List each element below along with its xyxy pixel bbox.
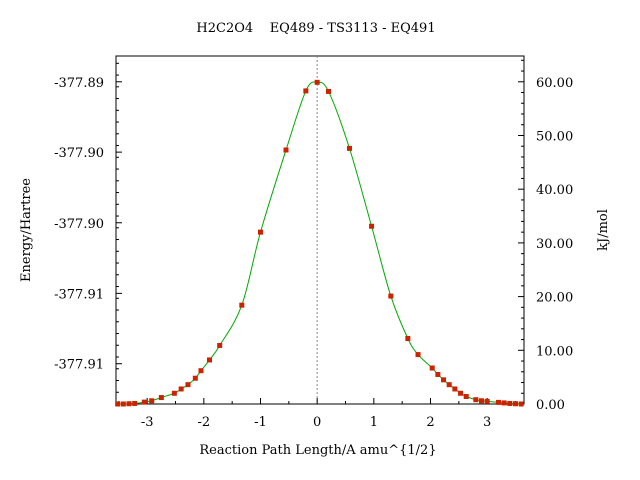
x-axis-ticks: -3 -2 -1 0 1 2 3 xyxy=(118,398,516,430)
data-point xyxy=(126,401,132,407)
data-point xyxy=(141,399,147,405)
x-tick-label: -1 xyxy=(254,415,267,430)
data-point xyxy=(178,386,184,392)
data-point xyxy=(415,352,421,358)
y-right-tick-label: 40.00 xyxy=(536,183,573,198)
data-point xyxy=(518,401,524,407)
y-right-tick-label: 60.00 xyxy=(536,76,573,91)
data-point xyxy=(149,398,155,404)
x-tick-label: 0 xyxy=(313,415,321,430)
y-right-tick-label: 20.00 xyxy=(536,291,573,306)
data-point xyxy=(435,371,441,377)
data-point xyxy=(283,147,289,153)
y-right-axis-ticks: 0.00 10.00 20.00 30.00 40.00 50.00 60.00 xyxy=(518,59,573,413)
y-left-tick-label: -377.91 xyxy=(54,287,104,302)
y-left-tick-label: -377.90 xyxy=(54,146,104,161)
data-point xyxy=(207,357,212,363)
y-right-tick-label: 0.00 xyxy=(536,398,565,413)
data-point xyxy=(192,375,198,381)
data-point xyxy=(132,400,138,406)
data-point xyxy=(479,398,484,404)
data-point xyxy=(115,401,121,407)
x-tick-label: 1 xyxy=(370,415,378,430)
y-right-tick-label: 10.00 xyxy=(536,344,573,359)
data-point xyxy=(303,88,309,94)
series-points xyxy=(115,79,524,407)
data-point xyxy=(314,79,320,85)
data-point xyxy=(458,390,464,396)
data-point xyxy=(239,302,245,308)
y-left-axis-label: Energy/Hartree xyxy=(19,178,34,282)
data-point xyxy=(346,145,352,151)
data-point xyxy=(158,395,164,401)
plot-frame xyxy=(115,55,525,405)
x-axis-label: Reaction Path Length/A amu^{1/2} xyxy=(199,443,436,458)
x-tick-label: 2 xyxy=(426,415,434,430)
y-right-tick-label: 50.00 xyxy=(536,129,573,144)
y-left-tick-label: -377.91 xyxy=(54,358,104,373)
data-point xyxy=(501,400,507,406)
data-point xyxy=(171,390,177,396)
data-point xyxy=(507,400,513,406)
data-point xyxy=(429,365,435,371)
y-left-tick-label: -377.90 xyxy=(54,217,104,232)
series-curve xyxy=(117,81,522,405)
data-point xyxy=(452,386,458,392)
data-point xyxy=(441,377,447,383)
data-point xyxy=(484,398,490,404)
data-point xyxy=(185,382,191,388)
data-point xyxy=(463,393,469,399)
data-point xyxy=(473,397,479,403)
data-point xyxy=(496,399,501,405)
data-point xyxy=(198,368,204,374)
y-right-tick-label: 30.00 xyxy=(536,237,573,252)
x-tick-label: -3 xyxy=(141,415,154,430)
data-point xyxy=(326,88,331,94)
data-point xyxy=(258,229,263,235)
x-tick-label: -2 xyxy=(197,415,210,430)
y-left-tick-label: -377.89 xyxy=(54,76,104,91)
data-point xyxy=(217,342,223,348)
data-point xyxy=(513,401,518,407)
data-point xyxy=(446,382,452,388)
data-point xyxy=(388,293,394,299)
data-point xyxy=(120,401,126,407)
x-tick-label: 3 xyxy=(483,415,491,430)
y-right-axis-label: kJ/mol xyxy=(596,209,611,251)
y-left-axis-ticks: -377.89 -377.90 -377.90 -377.91 -377.91 xyxy=(54,62,122,405)
chart-title: H2C2O4 EQ489 - TS3113 - EQ491 xyxy=(196,21,435,36)
data-point xyxy=(369,223,375,229)
data-point xyxy=(405,335,411,341)
